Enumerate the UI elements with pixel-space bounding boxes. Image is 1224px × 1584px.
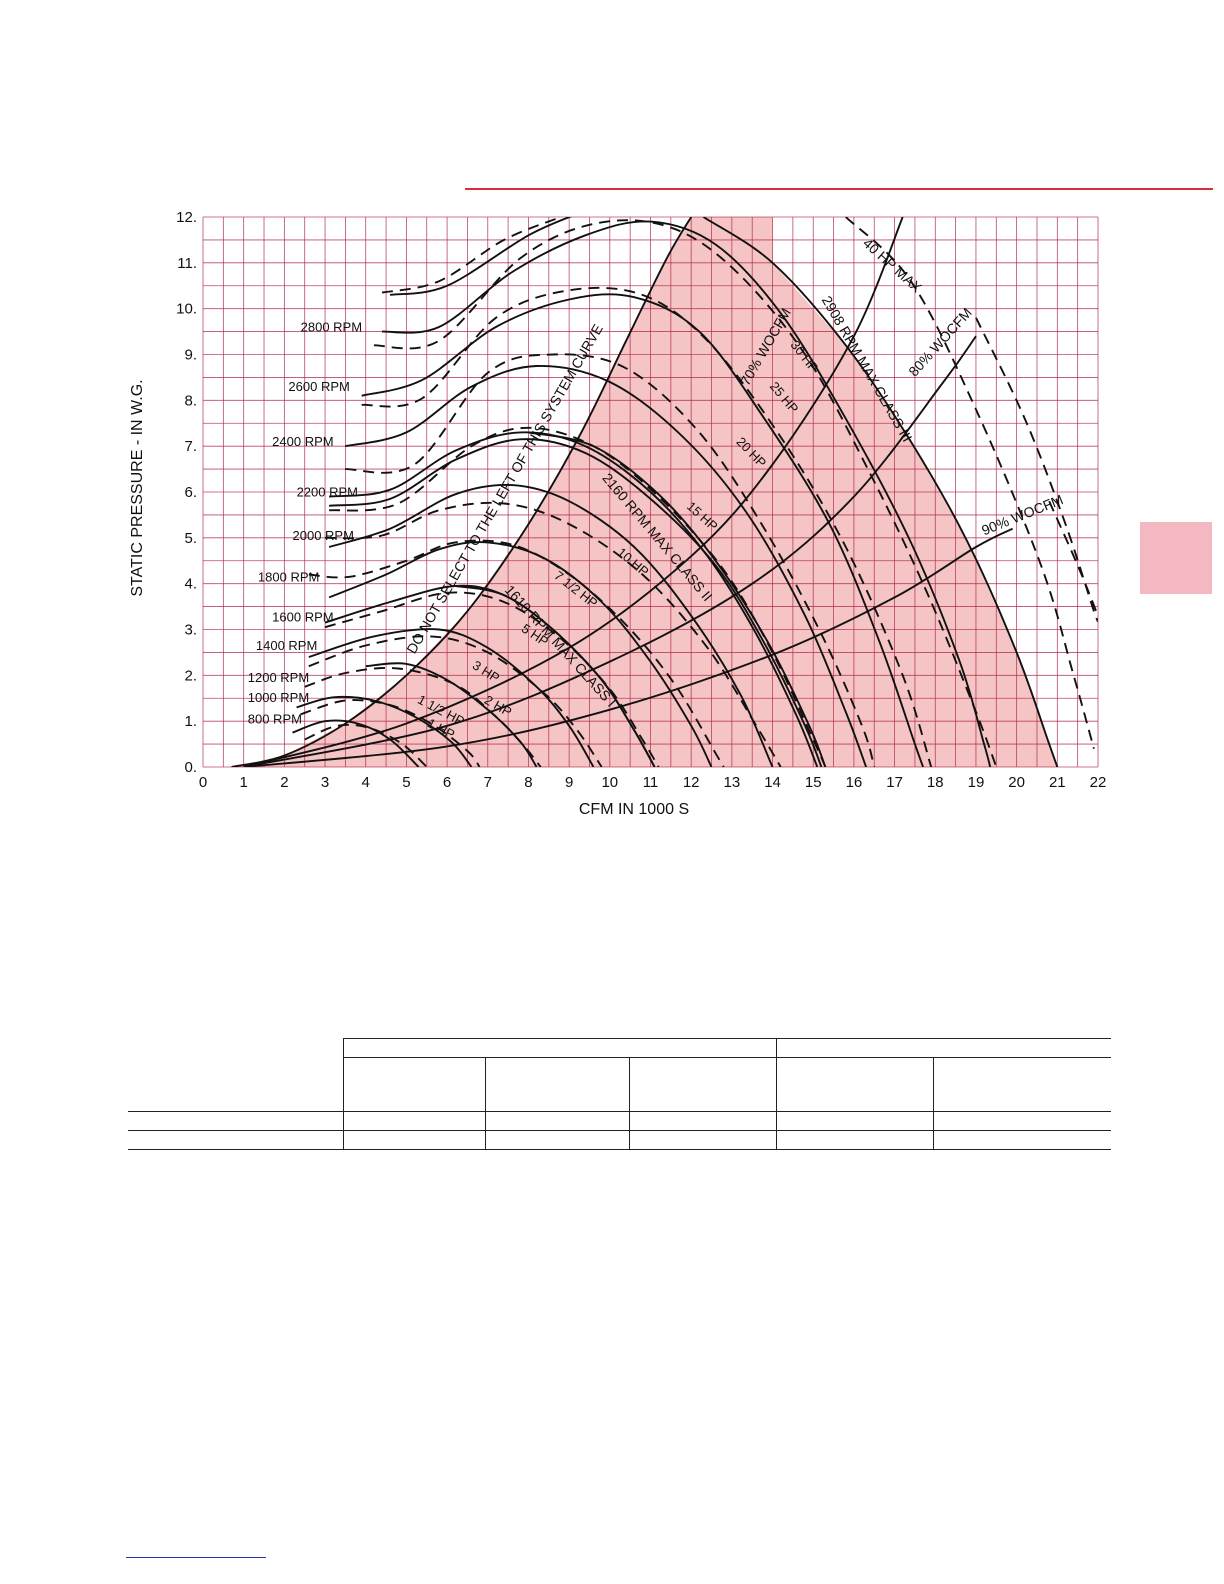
table-rule: [128, 1149, 1111, 1150]
axis-ticks: 0 1 2 3 4 5 6 7 8 9 10 11 12 13 14 15 16 17 18 19 20 21 220.1.…: [176, 209, 1106, 791]
x-tick-label: 8: [524, 774, 532, 791]
hp-dashed-curve: [329, 426, 827, 767]
hp-dashed-curve: [345, 353, 876, 767]
rpm-curve: [328, 431, 819, 767]
y-tick-label: 3.: [184, 622, 197, 639]
hp-dashed-curve: [308, 635, 603, 767]
table-divider: [776, 1038, 777, 1150]
class-max-curve: [702, 217, 1059, 767]
rpm-curve: [328, 541, 713, 767]
table-rule: [128, 1111, 1111, 1112]
y-tick-label: 1.: [184, 713, 197, 730]
rpm-label: 1400 RPM: [256, 638, 317, 653]
hp-dashed-curve: [381, 217, 562, 294]
x-tick-label: 20: [1008, 774, 1025, 791]
system-curve: [231, 217, 693, 767]
curve-annotation: 80% WOCFM: [905, 305, 975, 380]
x-tick-label: 9: [565, 774, 573, 791]
rpm-curve: [345, 364, 867, 767]
hp-dashed-curve: [324, 591, 660, 767]
table-divider: [343, 1038, 344, 1150]
y-tick-label: 2.: [184, 667, 197, 684]
x-tick-label: 12: [683, 774, 700, 791]
x-tick-label: 16: [846, 774, 863, 791]
y-tick-label: 0.: [184, 759, 197, 776]
x-tick-label: 18: [927, 774, 944, 791]
y-tick-label: 11.: [177, 255, 197, 272]
rpm-label: 800 RPM: [248, 711, 302, 726]
hp-dashed-curve: [361, 286, 933, 767]
rpm-label: 1600 RPM: [272, 609, 333, 624]
rpm-label: 1200 RPM: [248, 670, 309, 685]
hp-dashed-curve: [308, 539, 725, 767]
y-tick-label: 7.: [184, 438, 197, 455]
wocfm-line: [243, 217, 904, 767]
y-tick-label: 12.: [176, 209, 197, 226]
fan-performance-chart: 0 1 2 3 4 5 6 7 8 9 10 11 12 13 14 15 16 17 18 19 20 21 220.1.…: [129, 209, 1106, 818]
hp-dashed-curve: [845, 217, 1095, 749]
hp-dashed-curve: [304, 723, 428, 767]
header-rule: [465, 188, 1213, 190]
x-tick-label: 17: [886, 774, 903, 791]
x-tick-label: 22: [1090, 774, 1107, 791]
table-divider: [629, 1057, 630, 1150]
section-tab: [1140, 522, 1212, 594]
y-tick-label: 10.: [176, 301, 197, 318]
y-tick-label: 4.: [184, 576, 197, 593]
x-tick-label: 15: [805, 774, 822, 791]
x-tick-label: 13: [724, 774, 741, 791]
y-tick-label: 5.: [184, 530, 197, 547]
rpm-label: 2600 RPM: [288, 379, 349, 394]
table-divider: [485, 1057, 486, 1150]
hp-dashed-curve: [1048, 500, 1098, 617]
rpm-curve: [308, 628, 595, 767]
rpm-curve: [328, 483, 774, 767]
table-rule: [343, 1038, 1111, 1039]
chart-curves: [231, 217, 1098, 767]
x-tick-label: 1: [240, 774, 248, 791]
x-axis-title: CFM IN 1000 S: [579, 801, 689, 818]
footer-rule: [126, 1557, 266, 1558]
x-tick-label: 5: [402, 774, 410, 791]
x-tick-label: 19: [968, 774, 985, 791]
rpm-curve: [389, 217, 573, 296]
rpm-curve: [365, 662, 538, 767]
hp-dashed-curve: [304, 666, 542, 767]
table-rule: [343, 1057, 1111, 1058]
y-tick-label: 8.: [184, 392, 197, 409]
table-rule: [128, 1130, 1111, 1131]
x-tick-label: 3: [321, 774, 329, 791]
y-tick-label: 6.: [184, 484, 197, 501]
x-tick-label: 21: [1049, 774, 1066, 791]
rpm-label: 1800 RPM: [258, 569, 319, 584]
wocfm-line: [243, 527, 1014, 767]
chart-grid: [202, 216, 1099, 768]
rpm-curve: [328, 438, 823, 767]
wocfm-line: [243, 335, 977, 767]
x-tick-label: 7: [484, 774, 492, 791]
rpm-label: 2800 RPM: [301, 320, 362, 335]
rpm-label: 2200 RPM: [297, 485, 358, 500]
x-tick-label: 10: [601, 774, 618, 791]
rpm-label: 2400 RPM: [272, 434, 333, 449]
x-tick-label: 0: [199, 774, 207, 791]
rpm-curve: [292, 719, 420, 767]
rpm-curve: [324, 584, 656, 767]
hp-dashed-curve: [300, 699, 481, 767]
rpm-curve: [381, 220, 992, 767]
table-divider: [933, 1057, 934, 1150]
x-tick-label: 6: [443, 774, 451, 791]
hp-dashed-curve: [324, 501, 782, 767]
rpm-label: 1000 RPM: [248, 690, 309, 705]
x-tick-label: 4: [362, 774, 370, 791]
x-tick-label: 2: [280, 774, 288, 791]
x-tick-label: 11: [643, 774, 659, 791]
y-tick-label: 9.: [184, 347, 197, 364]
rpm-label: 2000 RPM: [293, 528, 354, 543]
x-tick-label: 14: [764, 774, 781, 791]
y-axis-title: STATIC PRESSURE - IN W.G.: [129, 379, 146, 596]
hp-dashed-curve: [373, 219, 998, 767]
